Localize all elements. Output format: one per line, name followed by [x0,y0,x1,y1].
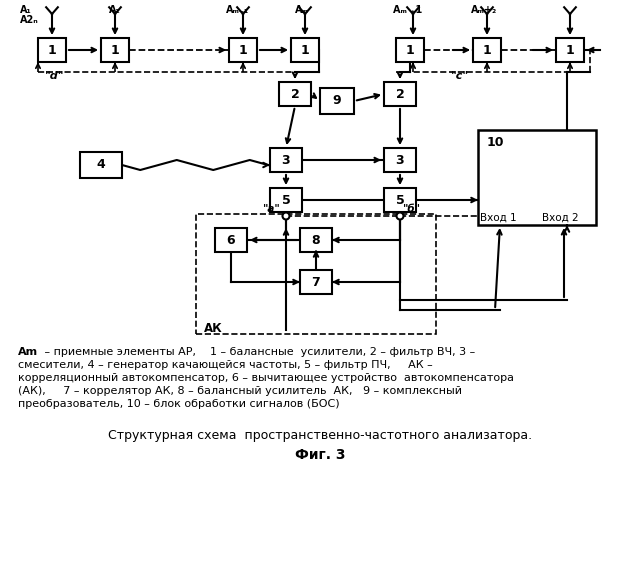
Text: Am: Am [18,347,38,357]
Bar [300,270,332,294]
Text: 1: 1 [566,43,574,57]
Bar [80,152,122,178]
Text: 1: 1 [483,43,492,57]
Text: 1: 1 [406,43,414,57]
Bar [215,228,247,252]
Text: Aₘ₋₁: Aₘ₋₁ [227,5,250,15]
Text: Aₘ+₂: Aₘ+₂ [471,5,497,15]
Text: "c": "c" [451,71,469,81]
Text: A2ₙ: A2ₙ [20,15,39,25]
Text: АК: АК [204,321,223,335]
Text: "б": "б" [402,204,420,214]
Text: 4: 4 [97,158,106,172]
Circle shape [282,213,289,220]
Text: 1: 1 [111,43,120,57]
Text: 1: 1 [301,43,309,57]
Text: Aₘ ₊1: Aₘ ₊1 [394,5,422,15]
Text: Вход 2: Вход 2 [541,213,579,223]
Text: смесители, 4 – генератор качающейся частоты, 5 – фильтр ПЧ,     АК –: смесители, 4 – генератор качающейся част… [18,360,433,370]
Bar [396,38,424,62]
Text: 1: 1 [47,43,56,57]
Text: A₂: A₂ [109,5,121,15]
Text: 2: 2 [396,88,404,101]
Text: 5: 5 [282,193,291,206]
Bar [384,188,416,212]
Text: "а": "а" [262,204,280,214]
Text: 10: 10 [487,136,504,149]
Text: 3: 3 [282,153,291,166]
Bar [279,82,311,106]
Text: корреляционный автокомпенсатор, 6 – вычитающее устройство  автокомпенсатора: корреляционный автокомпенсатор, 6 – вычи… [18,373,514,383]
Text: A₁: A₁ [20,5,32,15]
Text: 5: 5 [396,193,404,206]
Text: Aₘ: Aₘ [295,5,309,15]
Text: 6: 6 [227,233,236,247]
Bar [38,38,66,62]
Text: "d": "d" [45,71,65,81]
Bar [320,88,354,114]
Bar [300,228,332,252]
Bar [384,148,416,172]
Text: Вход 1: Вход 1 [480,213,516,223]
Bar [384,82,416,106]
Bar [196,214,436,334]
Bar [270,148,302,172]
Bar [270,188,302,212]
Text: 3: 3 [396,153,404,166]
Text: 1: 1 [239,43,248,57]
Text: 2: 2 [291,88,300,101]
Bar [556,38,584,62]
Bar [478,130,596,225]
Text: – приемные элементы АР,    1 – балансные  усилители, 2 – фильтр ВЧ, 3 –: – приемные элементы АР, 1 – балансные ус… [41,347,476,357]
Text: преобразователь, 10 – блок обработки сигналов (БОС): преобразователь, 10 – блок обработки сиг… [18,399,340,409]
Bar [473,38,501,62]
Text: 9: 9 [333,94,341,108]
Text: Фиг. 3: Фиг. 3 [295,448,345,462]
Circle shape [397,213,403,220]
Bar [291,38,319,62]
Text: 8: 8 [312,233,320,247]
Text: Структурная схема  пространственно-частотного анализатора.: Структурная схема пространственно-частот… [108,430,532,443]
Bar [229,38,257,62]
Bar [101,38,129,62]
Text: (АК),     7 – коррелятор АК, 8 – балансный усилитель  АК,   9 – комплексный: (АК), 7 – коррелятор АК, 8 – балансный у… [18,386,462,396]
Text: 7: 7 [312,276,321,288]
